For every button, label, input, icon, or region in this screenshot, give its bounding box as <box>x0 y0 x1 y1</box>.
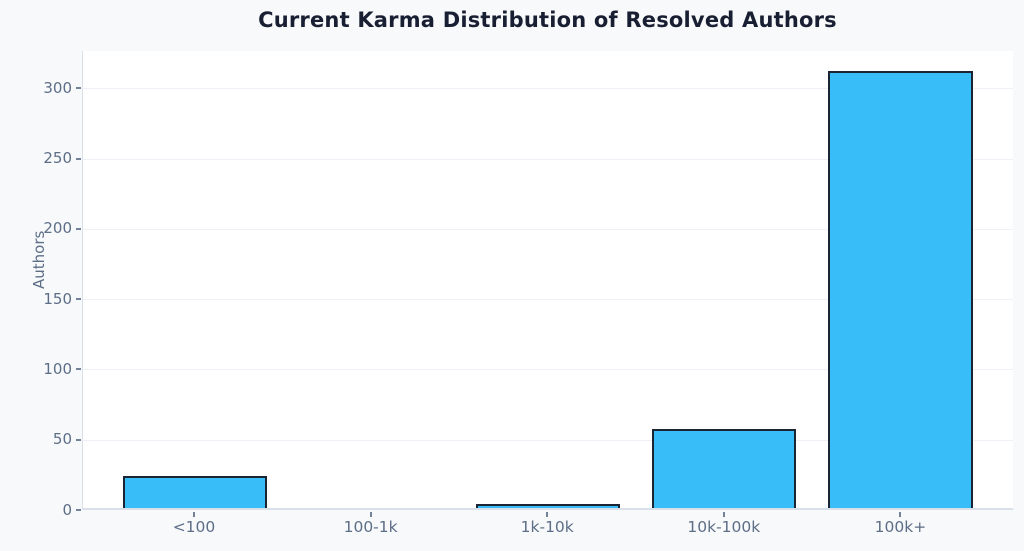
bar-1k-10k <box>475 503 620 508</box>
bar-10k-100k <box>652 429 797 508</box>
x-tick-label-1k-10k: 1k-10k <box>520 518 574 536</box>
y-tick-label-300: 300 <box>43 78 72 97</box>
y-tick-label-250: 250 <box>43 149 72 168</box>
gridline-200 <box>83 228 1013 230</box>
x-tick-mark <box>369 512 372 517</box>
y-tick-mark <box>76 368 81 371</box>
y-tick-mark <box>76 509 81 511</box>
gridline-250 <box>83 158 1013 160</box>
gridline-50 <box>83 439 1013 441</box>
x-tick-mark <box>546 512 549 517</box>
y-tick-label-150: 150 <box>43 289 72 308</box>
y-axis-label: Authors <box>30 230 49 289</box>
x-tick-mark <box>192 512 195 517</box>
y-tick-mark <box>76 87 81 90</box>
y-tick-mark <box>76 298 81 301</box>
chart-title: Current Karma Distribution of Resolved A… <box>258 8 837 32</box>
y-tick-mark <box>76 438 81 441</box>
x-tick-label-100k+: 100k+ <box>874 518 927 536</box>
x-tick-mark <box>899 512 902 517</box>
y-tick-label-100: 100 <box>43 359 72 378</box>
gridline-150 <box>83 299 1013 301</box>
x-tick-mark <box>722 512 725 517</box>
x-tick-label-10k-100k: 10k-100k <box>687 518 761 536</box>
x-tick-label-<100: <100 <box>172 518 216 536</box>
gridline-100 <box>83 369 1013 371</box>
gridline-300 <box>83 88 1013 90</box>
plot-area <box>82 51 1013 510</box>
y-tick-label-200: 200 <box>43 219 72 238</box>
y-tick-label-0: 0 <box>62 500 72 519</box>
y-tick-mark <box>76 227 81 230</box>
bar-<100 <box>122 475 267 508</box>
bar-100k+ <box>828 70 973 508</box>
y-tick-mark <box>76 157 81 160</box>
x-tick-label-100-1k: 100-1k <box>343 518 398 536</box>
y-tick-label-50: 50 <box>52 430 72 449</box>
